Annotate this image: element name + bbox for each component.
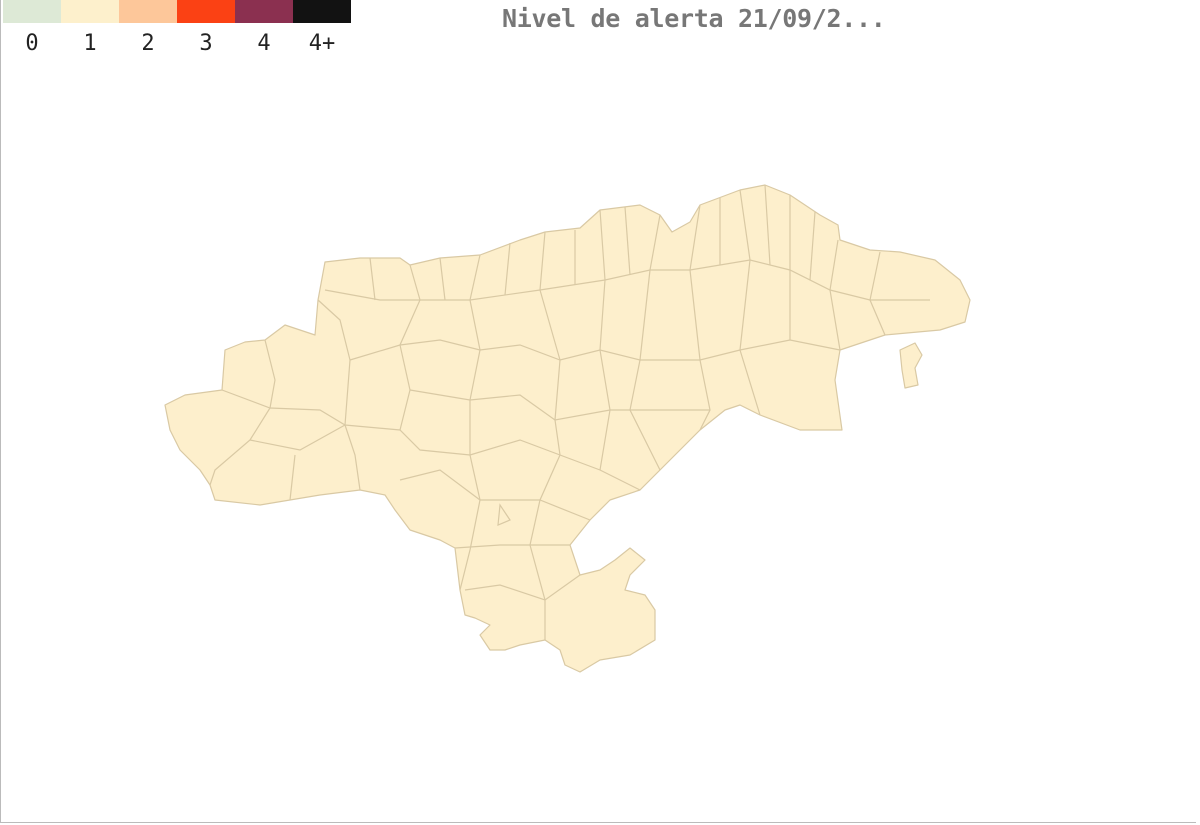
region-mainland[interactable] [164, 184, 971, 673]
legend-swatch [177, 0, 235, 23]
legend-label: 0 [25, 31, 39, 56]
map-title: Nivel de alerta 21/09/2... [502, 4, 886, 33]
legend-swatch [3, 0, 61, 23]
legend-item-2: 2 [119, 0, 177, 56]
legend-swatch [119, 0, 177, 23]
legend-label: 2 [141, 31, 155, 56]
legend-swatch [235, 0, 293, 23]
legend-label: 1 [83, 31, 97, 56]
legend-item-4: 4 [235, 0, 293, 56]
legend-item-4plus: 4+ [293, 0, 351, 56]
legend-swatch [293, 0, 351, 23]
legend-item-0: 0 [3, 0, 61, 56]
region-island[interactable] [899, 342, 923, 389]
legend-item-3: 3 [177, 0, 235, 56]
legend-label: 4 [257, 31, 271, 56]
alert-legend: 0 1 2 3 4 4+ [3, 0, 351, 56]
legend-label: 4+ [308, 31, 336, 56]
municipal-borders [209, 184, 930, 640]
legend-label: 3 [199, 31, 213, 56]
legend-swatch [61, 0, 119, 23]
legend-item-1: 1 [61, 0, 119, 56]
